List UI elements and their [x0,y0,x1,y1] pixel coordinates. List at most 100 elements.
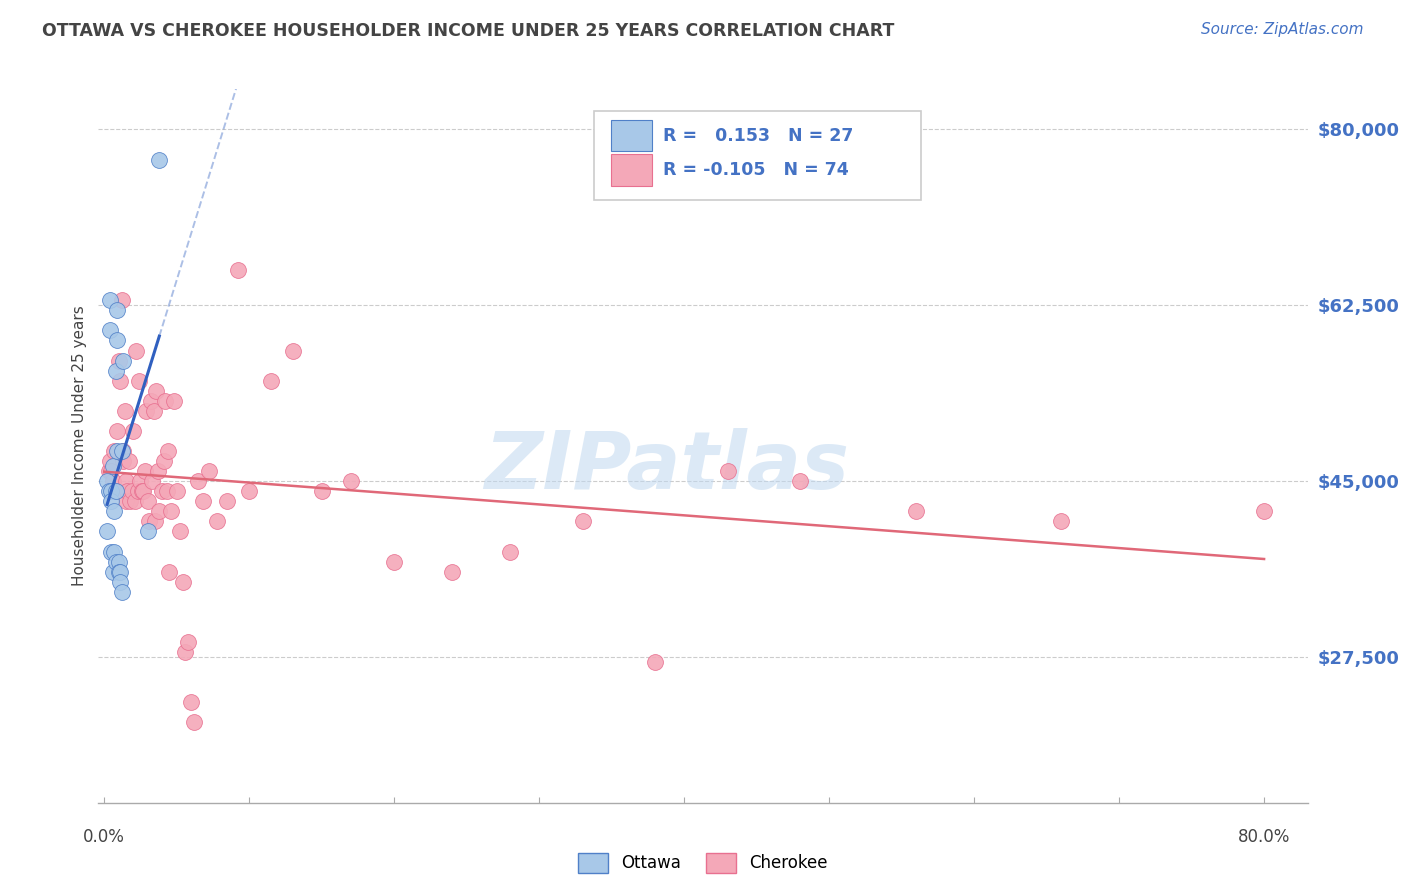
Point [122,424,145,438]
Point [108,374,131,388]
Point [156,444,179,458]
Point [172,574,194,589]
Point [136,494,159,508]
Point [135,404,157,418]
Point [107,555,129,569]
Point [1253,504,1275,518]
Point [103,544,125,558]
Point [105,334,128,348]
Point [169,524,191,539]
Point [117,484,139,499]
Point [101,474,124,488]
Point [112,444,135,458]
Point [97,484,120,499]
Point [110,444,132,458]
Point [104,484,127,499]
Point [134,464,156,478]
Point [197,464,219,478]
Point [96,524,118,539]
Point [217,494,239,508]
Point [129,474,152,488]
Point [136,524,159,539]
Point [112,454,135,468]
Point [132,484,155,499]
Point [166,484,188,499]
Text: Source: ZipAtlas.com: Source: ZipAtlas.com [1201,22,1364,37]
Point [100,484,122,499]
Point [152,454,174,468]
Legend: Ottawa, Cherokee: Ottawa, Cherokee [571,847,835,880]
Point [717,464,740,478]
Y-axis label: Householder Income Under 25 years: Householder Income Under 25 years [72,306,87,586]
Point [905,504,928,518]
Point [124,494,146,508]
Point [115,474,138,488]
Point [159,565,181,579]
Point [107,353,129,368]
Point [187,474,209,488]
Point [125,343,148,358]
Point [127,484,149,499]
Point [104,363,127,377]
Point [110,584,132,599]
Point [108,574,131,589]
Point [105,424,128,438]
Point [571,515,593,529]
Point [499,544,522,558]
FancyBboxPatch shape [612,120,652,152]
Point [382,555,405,569]
Point [153,393,176,408]
Point [441,565,464,579]
Point [128,374,150,388]
Point [108,565,131,579]
Point [105,444,128,458]
Point [114,404,136,418]
Text: OTTAWA VS CHEROKEE HOUSEHOLDER INCOME UNDER 25 YEARS CORRELATION CHART: OTTAWA VS CHEROKEE HOUSEHOLDER INCOME UN… [42,22,894,40]
Text: 80.0%: 80.0% [1237,828,1291,846]
Point [121,484,143,499]
Point [105,303,128,318]
Point [238,484,260,499]
Point [163,393,186,408]
Point [789,474,811,488]
Point [191,494,214,508]
Point [148,504,170,518]
Point [103,444,125,458]
Point [139,393,162,408]
Point [112,353,135,368]
Point [138,515,160,529]
Point [100,464,122,478]
Point [260,374,283,388]
Point [98,293,121,308]
Point [148,153,170,167]
Point [100,544,122,558]
Point [141,474,163,488]
Point [104,555,127,569]
Text: ZIPatlas: ZIPatlas [484,428,849,507]
Point [107,565,129,579]
Text: 0.0%: 0.0% [83,828,125,846]
Point [120,494,142,508]
Point [644,655,666,669]
Point [103,504,125,518]
Point [150,484,173,499]
Point [101,459,124,474]
Point [98,323,121,337]
Point [131,484,153,499]
Point [155,484,177,499]
Point [146,464,169,478]
Point [174,645,197,659]
Point [281,343,304,358]
Point [98,454,121,468]
Text: R =   0.153   N = 27: R = 0.153 N = 27 [664,127,853,145]
Point [142,404,165,418]
Point [100,494,122,508]
Point [207,515,229,529]
Point [311,484,333,499]
Point [143,515,166,529]
Point [183,715,205,730]
Point [101,565,124,579]
FancyBboxPatch shape [612,154,652,186]
Point [177,635,200,649]
Point [96,474,118,488]
